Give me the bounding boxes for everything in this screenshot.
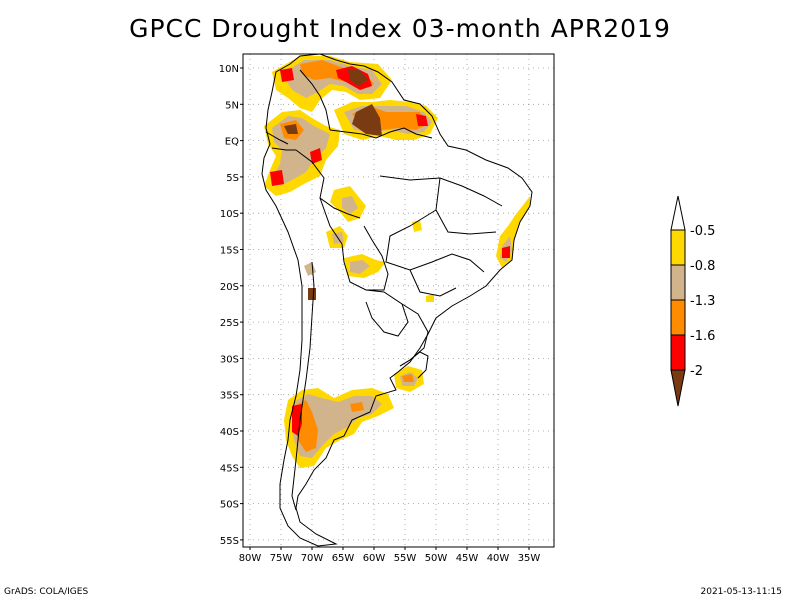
patch-central-tan1	[342, 196, 358, 214]
patch-ne-red	[502, 246, 510, 258]
map-frame	[242, 53, 555, 548]
lat-label: 45S	[220, 463, 239, 474]
map-title: GPCC Drought Index 03-month APR2019	[129, 14, 671, 43]
colorbar-seg-13	[670, 299, 686, 336]
coastlines-and-borders	[261, 53, 533, 547]
patch-patagonia-orange2	[350, 402, 364, 412]
lat-label: 10S	[220, 209, 239, 220]
patch-west-red3	[270, 170, 284, 186]
longitude-labels: 80W 75W 70W 65W 60W 55W 50W 45W 40W 35W	[239, 547, 541, 564]
border-ecuador	[265, 131, 289, 145]
colorbar-seg-16	[670, 334, 686, 371]
colorbar-label-1: -0.8	[690, 259, 715, 274]
patch-uruguay-orange	[402, 374, 414, 382]
border-colombia-peru	[271, 147, 296, 151]
lon-label: 75W	[270, 553, 293, 564]
lon-label: 65W	[332, 553, 355, 564]
border-uruguay	[399, 351, 429, 379]
latitude-labels: 10N 5N EQ 5S 10S 15S 20S 25S 30S 35S 40S 45S 50S 55S	[219, 64, 243, 547]
lat-label: 5N	[225, 100, 239, 111]
lon-label: 55W	[394, 553, 417, 564]
border-venezuela-brazil	[329, 127, 433, 139]
colorbar-top-arrow	[670, 195, 686, 231]
lat-label: 25S	[220, 318, 239, 329]
patch-small-yellow4	[426, 294, 434, 302]
patch-west-brown	[284, 124, 298, 134]
colorbar-label-0: -0.5	[690, 224, 715, 239]
continent-outline	[261, 53, 533, 547]
lon-label: 40W	[487, 553, 510, 564]
patch-andes-tan	[304, 262, 316, 276]
patch-bolivia-tan	[350, 260, 370, 274]
colorbar: -0.5 -0.8 -1.3 -1.6 -2	[670, 195, 715, 407]
colorbar-seg-05	[670, 229, 686, 266]
colorbar-label-4: -2	[690, 364, 703, 379]
lon-label: 80W	[239, 553, 262, 564]
lon-label: 50W	[425, 553, 448, 564]
drought-patches	[264, 56, 530, 468]
lat-label: 30S	[220, 354, 239, 365]
lat-label: 55S	[220, 536, 239, 547]
patch-guiana-red	[416, 114, 428, 126]
lat-label: EQ	[225, 137, 239, 148]
patch-nw-red	[280, 68, 294, 82]
colorbar-label-3: -1.6	[690, 329, 715, 344]
lon-label: 45W	[456, 553, 479, 564]
colorbar-seg-08	[670, 264, 686, 301]
patch-north-brown	[348, 70, 368, 86]
patch-guiana-brown	[352, 104, 382, 136]
border-paraguay	[365, 289, 409, 337]
lon-label: 35W	[518, 553, 541, 564]
patch-andes-brown	[308, 288, 316, 300]
lat-label: 50S	[220, 500, 239, 511]
border-colombia-venezuela	[299, 69, 331, 131]
lat-label: 5S	[226, 173, 239, 184]
lat-label: 35S	[220, 391, 239, 402]
colorbar-bottom-arrow	[670, 369, 686, 407]
patch-west-red2	[310, 148, 322, 164]
lon-label: 60W	[363, 553, 386, 564]
footer-credit: GrADS: COLA/IGES	[4, 587, 89, 597]
lat-label: 20S	[220, 282, 239, 293]
border-chile-argentina	[291, 261, 315, 511]
footer-timestamp: 2021-05-13-11:15	[700, 587, 783, 597]
border-brazil-states	[379, 175, 503, 297]
colorbar-label-2: -1.3	[690, 294, 715, 309]
lat-label: 40S	[220, 427, 239, 438]
lat-label: 15S	[220, 246, 239, 257]
lat-label: 10N	[219, 64, 239, 75]
lon-label: 70W	[301, 553, 324, 564]
